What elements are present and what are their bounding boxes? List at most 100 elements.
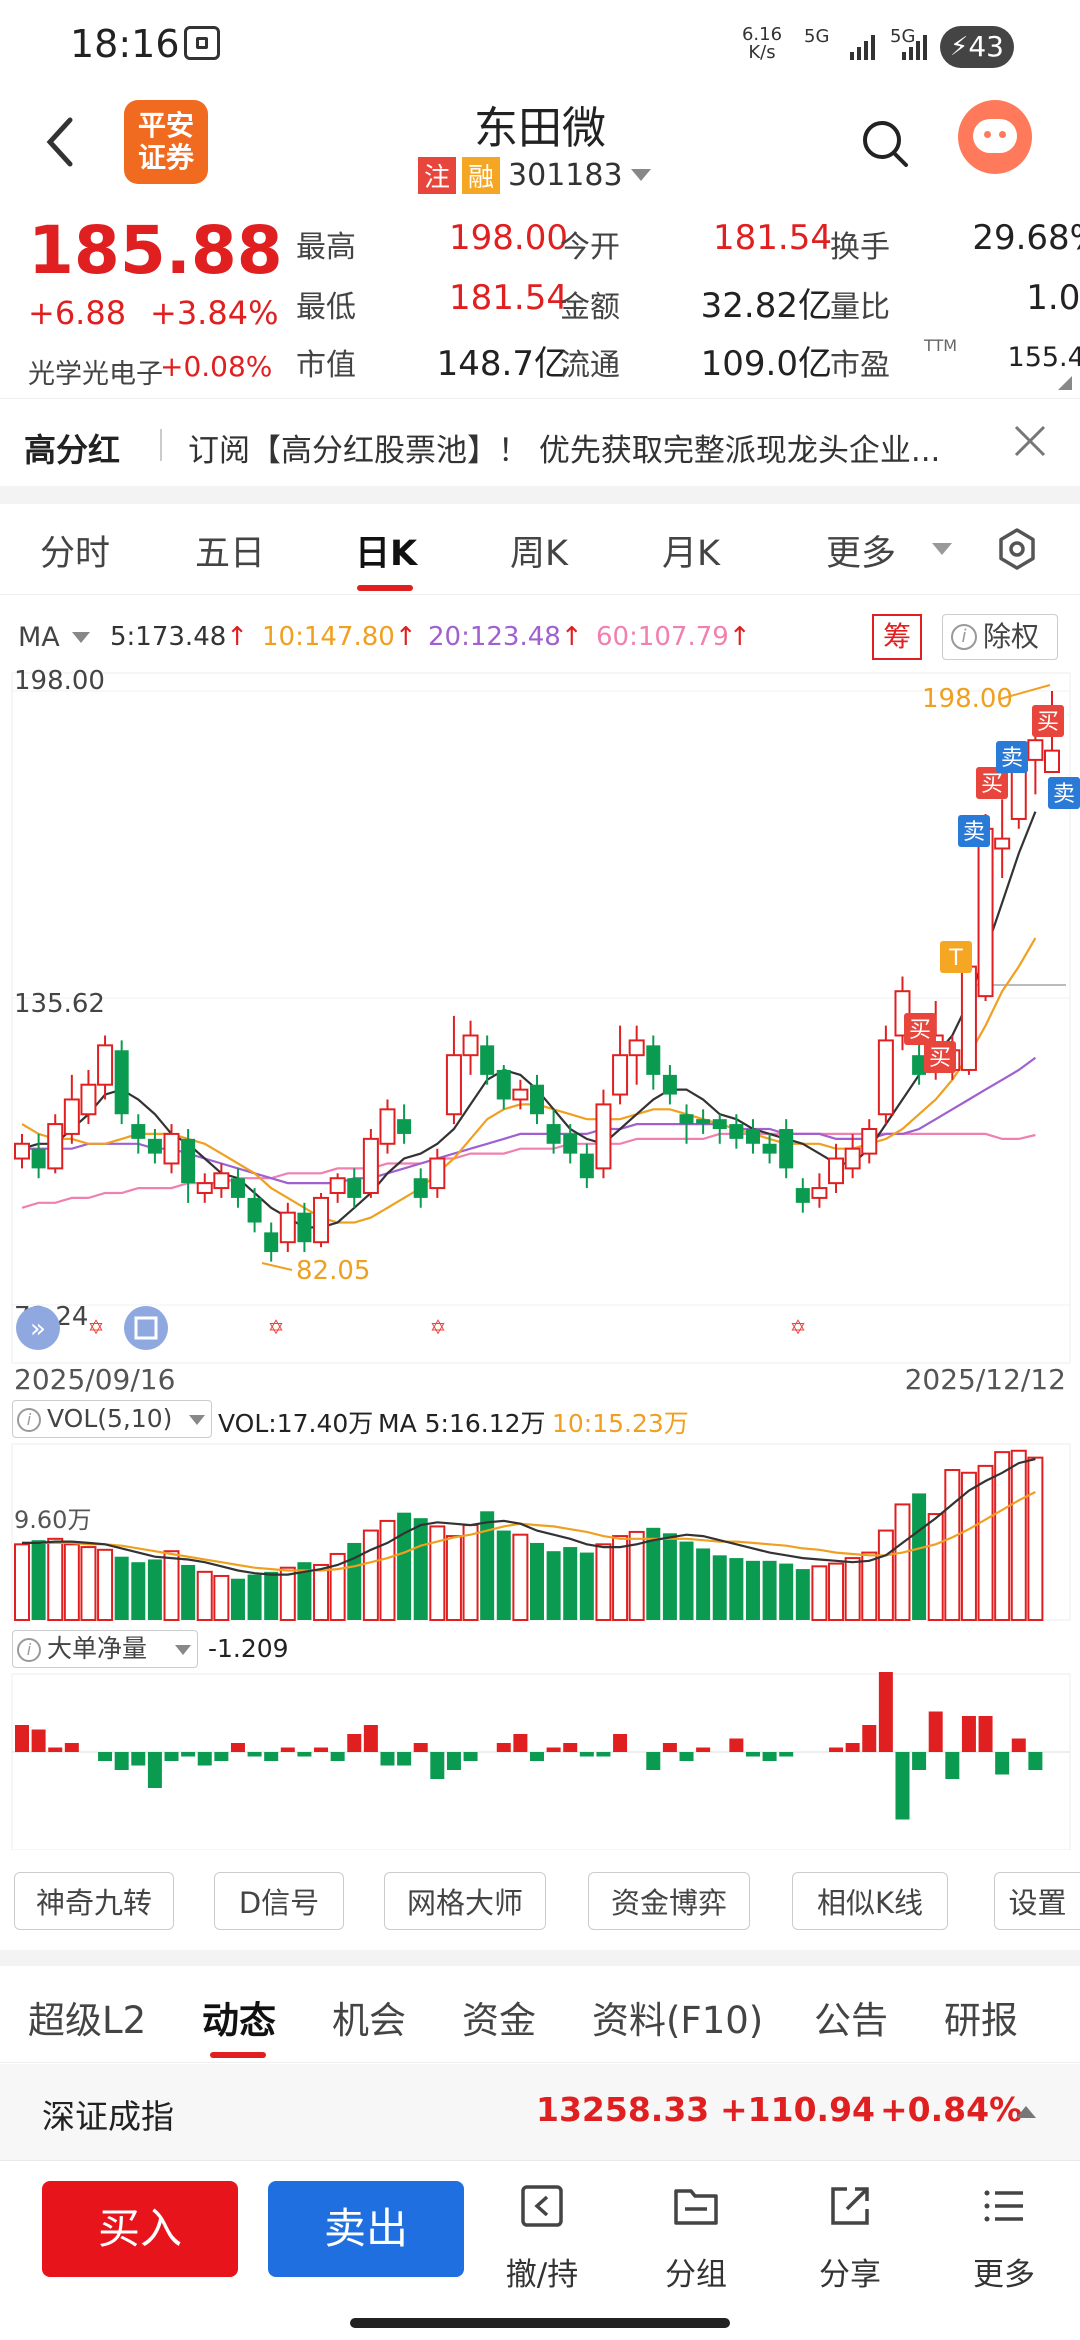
volume-bar: [779, 1563, 794, 1620]
cancel-hold-icon: [521, 2185, 563, 2227]
back-arrow-icon[interactable]: [40, 112, 80, 172]
candle-body: [196, 1182, 213, 1194]
candle-body: [163, 1132, 180, 1165]
ex-rights-button[interactable]: i 除权: [942, 614, 1058, 660]
tab-announcement[interactable]: 公告: [814, 1999, 888, 2042]
tab-more[interactable]: 更多: [826, 534, 897, 574]
candle-body: [14, 1142, 30, 1160]
dropdown-icon: [189, 1415, 205, 1425]
index-change: +110.94: [720, 2090, 875, 2129]
tab-capital[interactable]: 资金: [462, 1999, 536, 2042]
candle-body: [546, 1124, 561, 1144]
toolbar-more[interactable]: 更多: [944, 2181, 1064, 2294]
volume-bar: [927, 1513, 944, 1621]
assistant-avatar[interactable]: [958, 100, 1032, 174]
tab-monthly-k[interactable]: 月K: [662, 534, 720, 574]
buy-signal-badge-text: 买: [909, 1018, 931, 1043]
quote-label: 量比: [830, 290, 890, 325]
charging-icon: ⚡: [950, 32, 969, 62]
price-change-pct: +3.84%: [150, 294, 279, 332]
volume-bar: [977, 1464, 994, 1621]
sell-button[interactable]: 卖出: [268, 2181, 464, 2277]
volume-bar: [230, 1578, 245, 1620]
chip-d-signal[interactable]: D信号: [214, 1872, 344, 1930]
tab-profile-f10[interactable]: 资料(F10): [592, 1999, 764, 2042]
dropdown-triangle-icon: [630, 169, 651, 181]
tab-five-day[interactable]: 五日: [195, 534, 266, 574]
volume-bar: [213, 1574, 230, 1622]
ma-label[interactable]: MA: [18, 622, 60, 653]
buy-button[interactable]: 买入: [42, 2181, 238, 2277]
volume-bar: [247, 1574, 262, 1620]
big-order-bar: [912, 1752, 927, 1770]
big-order-bar: [662, 1743, 677, 1752]
candle-body: [762, 1143, 777, 1154]
quote-value: 32.82亿: [700, 286, 832, 326]
index-ticker[interactable]: 深证成指 13258.33 +110.94 +0.84%: [0, 2064, 1080, 2160]
vol-ma5-value: MA 5:16.12万: [378, 1409, 546, 1438]
volume-chart[interactable]: 9.60万: [0, 1442, 1080, 1624]
buy-signal-badge-text: 买: [929, 1046, 951, 1071]
chip-distribution-button[interactable]: 筹: [872, 614, 922, 660]
promo-banner[interactable]: 高分红 订阅【高分红股票池】！ 优先获取完整派现龙头企业...: [0, 398, 1080, 488]
candle-body: [264, 1232, 279, 1253]
volume-bar: [546, 1551, 561, 1620]
tab-research[interactable]: 研报: [944, 1999, 1018, 2042]
ma-dropdown-icon[interactable]: [72, 632, 90, 643]
current-price: 185.88: [28, 212, 283, 289]
separator: [0, 1950, 1080, 1966]
big-order-indicator-button[interactable]: i 大单净量: [12, 1630, 198, 1668]
chip-similar-k[interactable]: 相似K线: [792, 1872, 948, 1930]
volume-bar: [97, 1548, 114, 1621]
chip-settings[interactable]: 设置: [994, 1872, 1080, 1930]
candle-body: [612, 1054, 629, 1096]
sector-name[interactable]: 光学光电子: [28, 359, 163, 390]
search-icon[interactable]: [860, 118, 912, 170]
chip-grid-master[interactable]: 网格大师: [384, 1872, 546, 1930]
volume-bar: [480, 1511, 495, 1620]
vol-indicator-button[interactable]: i VOL(5,10): [12, 1400, 212, 1438]
volume-bar: [131, 1562, 146, 1620]
tab-daily-k[interactable]: 日K: [355, 534, 418, 574]
toolbar-share[interactable]: 分享: [790, 2181, 910, 2294]
candlestick-chart[interactable]: 198.00135.6273.24198.0082.05买买卖买卖买卖T✡✡✡✡…: [0, 665, 1080, 1405]
candle-body: [347, 1178, 362, 1198]
tab-news[interactable]: 动态: [202, 1999, 276, 2042]
quote-value: 198.00: [449, 218, 568, 258]
volume-bar: [196, 1570, 213, 1621]
big-order-chart[interactable]: [0, 1672, 1080, 1850]
volume-bar: [861, 1551, 878, 1621]
vol_ma5-line: [22, 1457, 1036, 1576]
chip-capital-game[interactable]: 资金博弈: [588, 1872, 750, 1930]
end-date-label: 2025/12/12: [905, 1363, 1066, 1396]
close-icon[interactable]: [1012, 423, 1048, 459]
toolbar-group[interactable]: 分组: [636, 2181, 756, 2294]
price-change: +6.88: [28, 294, 127, 332]
volume-bar: [462, 1524, 479, 1621]
chip-magic-nine[interactable]: 神奇九转: [14, 1872, 174, 1930]
big-order-legend: i 大单净量 -1.209: [0, 1628, 1080, 1672]
tab-minute[interactable]: 分时: [40, 534, 111, 574]
collapse-panel-icon: [16, 1306, 60, 1350]
stock-code-row[interactable]: 注 融 301183: [418, 156, 651, 194]
big-order-bar: [330, 1752, 345, 1761]
tab-super-l2[interactable]: 超级L2: [28, 1999, 147, 2042]
candle-body: [230, 1178, 245, 1198]
home-indicator: [350, 2318, 730, 2328]
expand-up-icon[interactable]: [1016, 2106, 1036, 2118]
big-order-bar: [613, 1734, 628, 1752]
candle-body: [131, 1124, 146, 1139]
settings-gear-icon[interactable]: [995, 527, 1039, 571]
candle-body: [397, 1119, 412, 1134]
toolbar-cancel-hold[interactable]: 撤/持: [482, 2181, 602, 2294]
price-axis-label: 135.62: [14, 989, 105, 1019]
candle-body: [811, 1187, 828, 1199]
big-order-bar: [15, 1725, 29, 1752]
chart-frame: [11, 672, 1071, 1364]
big-order-bar: [98, 1752, 113, 1761]
tag-zhu: 注: [418, 156, 457, 194]
tab-opportunity[interactable]: 机会: [332, 1999, 406, 2042]
volume-bar: [960, 1471, 977, 1621]
tab-weekly-k[interactable]: 周K: [510, 534, 568, 574]
broker-logo: 平安 证券: [124, 100, 208, 184]
